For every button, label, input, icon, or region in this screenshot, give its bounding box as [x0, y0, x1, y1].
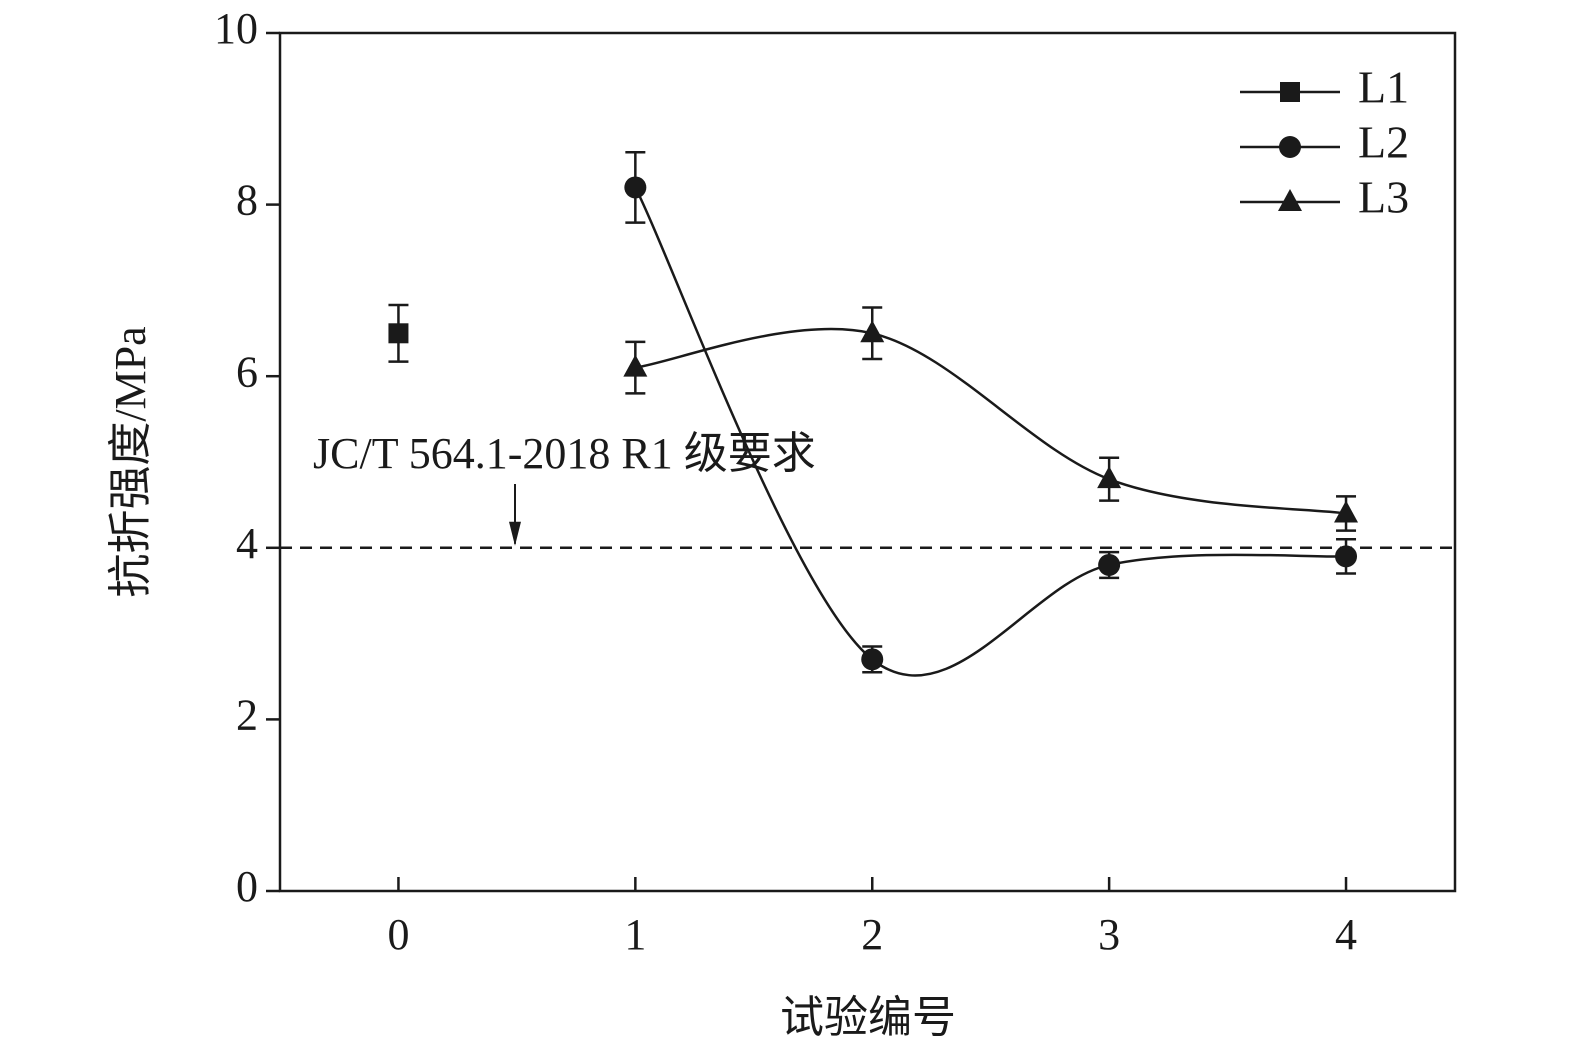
series-line	[634, 186, 1347, 677]
marker	[388, 323, 409, 344]
x-tick-label: 0	[387, 910, 409, 959]
legend-label: L2	[1358, 117, 1409, 168]
legend-label: L1	[1358, 62, 1409, 113]
x-tick-label: 3	[1098, 910, 1120, 959]
series-line	[635, 327, 1347, 515]
legend-marker	[1278, 189, 1302, 211]
marker	[623, 354, 648, 377]
y-tick-label: 4	[236, 519, 258, 568]
marker	[860, 320, 885, 343]
y-tick-label: 10	[214, 4, 258, 53]
marker	[1098, 553, 1121, 576]
marker	[861, 648, 884, 671]
annotation-arrowhead	[509, 521, 521, 546]
x-tick-label: 1	[624, 910, 646, 959]
marker	[1335, 545, 1358, 568]
y-axis-label: 抗折强度/MPa	[106, 326, 155, 597]
y-tick-label: 6	[236, 347, 258, 396]
legend-marker	[1279, 136, 1301, 158]
marker	[1334, 500, 1359, 523]
y-tick-label: 2	[236, 690, 258, 739]
y-tick-label: 8	[236, 176, 258, 225]
x-axis-label: 试验编号	[780, 993, 956, 1042]
y-tick-label: 0	[236, 862, 258, 911]
marker	[624, 176, 647, 199]
marker	[1097, 466, 1122, 489]
plot-frame	[278, 31, 1457, 893]
reference-label: JC/T 564.1-2018 R1 级要求	[313, 429, 816, 478]
legend-marker	[1280, 82, 1300, 102]
legend-label: L3	[1358, 172, 1409, 223]
x-tick-label: 2	[861, 910, 883, 959]
x-tick-label: 4	[1335, 910, 1357, 959]
